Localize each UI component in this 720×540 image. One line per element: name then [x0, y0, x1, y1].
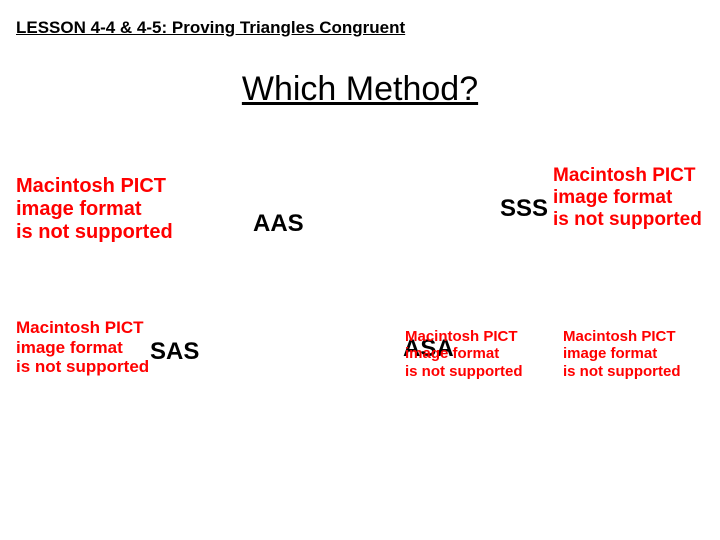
pict-error-line1: Macintosh PICT [405, 328, 518, 345]
pict-error-line1: Macintosh PICT [16, 318, 144, 337]
pict-error-line3: is not supported [563, 363, 681, 380]
page-title: Which Method? [0, 70, 720, 109]
pict-error-2: Macintosh PICT image format is not suppo… [553, 165, 702, 231]
pict-error-line3: is not supported [16, 221, 173, 243]
answer-label-sas: SAS [150, 338, 199, 366]
pict-error-line1: Macintosh PICT [16, 175, 166, 197]
pict-error-line2: image format [563, 345, 657, 362]
pict-error-5: Macintosh PICT image format is not suppo… [563, 328, 681, 380]
pict-error-line2: image format [16, 198, 142, 220]
pict-error-4: Macintosh PICT image format is not suppo… [405, 328, 523, 380]
pict-error-line2: image format [405, 345, 499, 362]
lesson-header: LESSON 4-4 & 4-5: Proving Triangles Cong… [16, 18, 405, 38]
pict-error-3: Macintosh PICT image format is not suppo… [16, 318, 149, 377]
pict-error-line3: is not supported [16, 357, 149, 376]
pict-error-line1: Macintosh PICT [563, 328, 676, 345]
answer-label-sss: SSS [500, 195, 548, 223]
pict-error-line2: image format [553, 187, 672, 208]
answer-label-aas: AAS [253, 210, 304, 238]
pict-error-line3: is not supported [405, 363, 523, 380]
pict-error-line1: Macintosh PICT [553, 165, 696, 186]
pict-error-1: Macintosh PICT image format is not suppo… [16, 175, 173, 244]
pict-error-line2: image format [16, 338, 123, 357]
pict-error-line3: is not supported [553, 209, 702, 230]
